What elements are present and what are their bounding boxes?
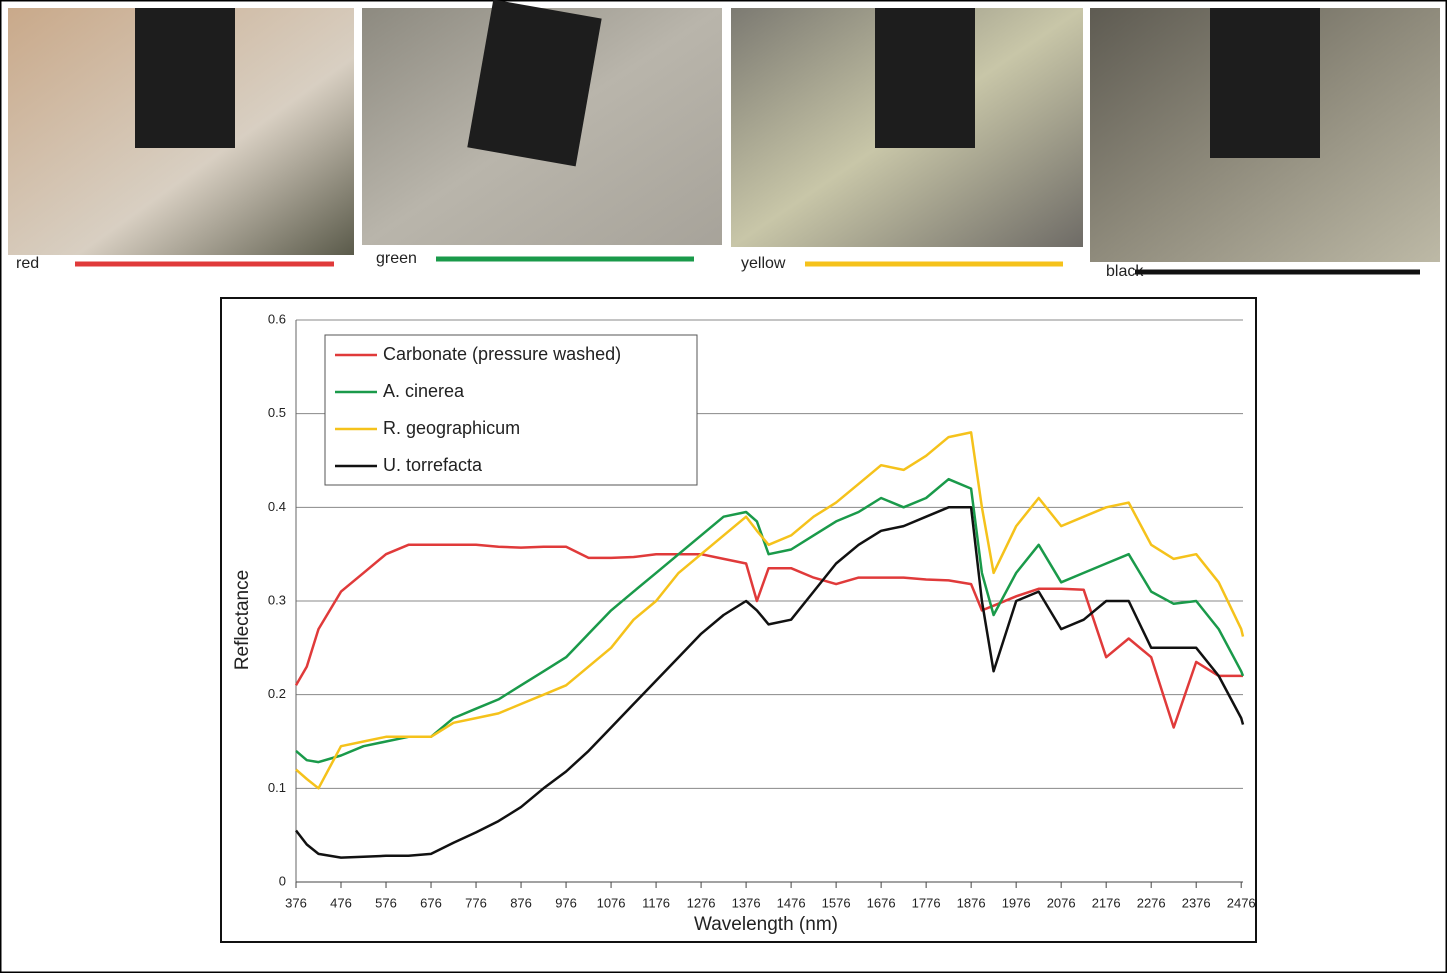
x-tick-label: 676 bbox=[420, 895, 442, 910]
y-tick-label: 0.5 bbox=[268, 405, 286, 420]
series-line bbox=[295, 506, 1245, 859]
x-tick-label: 776 bbox=[465, 895, 487, 910]
x-tick-label: 1476 bbox=[777, 895, 806, 910]
legend-label: R. geographicum bbox=[383, 418, 520, 438]
x-tick-label: 1876 bbox=[957, 895, 986, 910]
y-tick-label: 0.4 bbox=[268, 499, 286, 514]
photo-label: green bbox=[376, 250, 417, 267]
x-tick-label: 1576 bbox=[822, 895, 851, 910]
x-tick-label: 1276 bbox=[687, 895, 716, 910]
series-line bbox=[295, 431, 1245, 790]
legend-box bbox=[324, 334, 698, 486]
legend-label: U. torrefacta bbox=[383, 455, 483, 475]
y-tick-label: 0.2 bbox=[268, 686, 286, 701]
x-tick-label: 876 bbox=[510, 895, 532, 910]
legend-label: A. cinerea bbox=[383, 381, 465, 401]
x-tick-label: 476 bbox=[330, 895, 352, 910]
legend: Carbonate (pressure washed) A. cinerea R. … bbox=[324, 334, 698, 486]
photos bbox=[8, 0, 1440, 262]
x-tick-label: 2476 bbox=[1227, 895, 1256, 910]
x-tick-label: 376 bbox=[285, 895, 307, 910]
probe bbox=[875, 8, 975, 148]
y-tick-label: 0.6 bbox=[268, 311, 286, 326]
x-tick-label: 976 bbox=[555, 895, 577, 910]
x-axis-title: Wavelength (nm) bbox=[694, 914, 838, 935]
x-tick-label: 1076 bbox=[597, 895, 626, 910]
x-tick-label: 1376 bbox=[732, 895, 761, 910]
y-tick-label: 0 bbox=[279, 873, 286, 888]
x-tick-label: 2176 bbox=[1092, 895, 1121, 910]
x-tick-label: 2376 bbox=[1182, 895, 1211, 910]
y-tick-label: 0.3 bbox=[268, 592, 286, 607]
x-tick-label: 2276 bbox=[1137, 895, 1166, 910]
x-tick-label: 2076 bbox=[1047, 895, 1076, 910]
x-tick-label: 576 bbox=[375, 895, 397, 910]
probe bbox=[135, 8, 235, 148]
x-tick-label: 1176 bbox=[642, 895, 670, 910]
y-tick-label: 0.1 bbox=[268, 780, 286, 795]
photo-label: yellow bbox=[741, 255, 786, 272]
y-axis-title: Reflectance bbox=[232, 570, 253, 670]
x-tick-label: 1976 bbox=[1002, 895, 1031, 910]
photo-label: black bbox=[1106, 263, 1144, 280]
series-line bbox=[295, 477, 1245, 764]
probe bbox=[1210, 8, 1320, 158]
legend-label: Carbonate (pressure washed) bbox=[383, 344, 621, 364]
x-tick-label: 1676 bbox=[867, 895, 896, 910]
probe bbox=[467, 0, 602, 167]
x-tick-label: 1776 bbox=[912, 895, 941, 910]
photo-label: red bbox=[16, 255, 39, 272]
